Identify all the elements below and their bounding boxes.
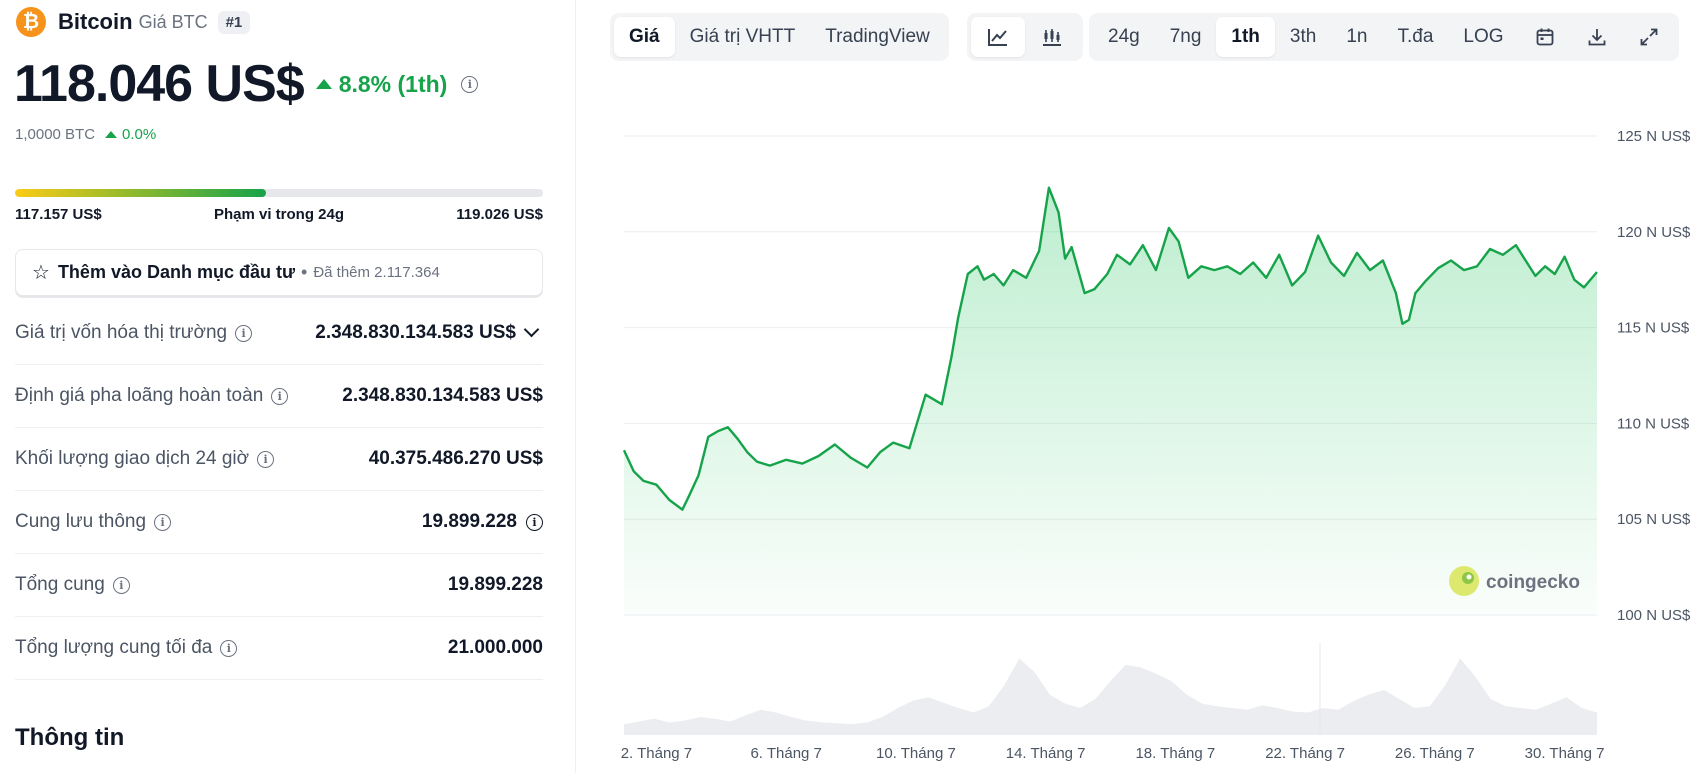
candlestick-icon[interactable] [1025,17,1079,57]
range-label: Phạm vi trong 24g [213,206,345,223]
separator-dot: • [301,262,308,282]
tab-range-7d[interactable]: 7ng [1169,26,1202,47]
range-high: 119.026 US$ [456,206,543,223]
info-icon[interactable]: i [112,576,130,594]
added-count: Đã thêm 2.117.364 [313,264,440,281]
info-icon[interactable]: i [271,387,289,405]
stat-value: 19.899.228 [447,574,543,595]
price-area-fill [624,187,1597,615]
y-tick-label: 115 N US$ [1617,320,1690,337]
calendar-icon[interactable] [1519,17,1571,57]
star-icon: ☆ [32,262,50,284]
watermark-text: coingecko [1486,572,1580,593]
volume-area [624,658,1597,735]
stat-row-fdv: Định giá pha loãng hoàn toàn i 2.348.830.… [15,365,543,428]
tab-market-cap[interactable]: Giá trị VHTT [689,26,796,47]
stats-list: Giá trị vốn hóa thị trường i 2.348.830.13… [15,302,543,680]
coin-overview-panel: ₿ Bitcoin Giá BTC #1 118.046 US$ 8.8% (1… [0,0,575,773]
x-tick-label: 2. Tháng 7 [621,745,692,762]
stat-row-max-supply: Tổng lượng cung tối đa i 21.000.000 [15,617,543,680]
coin-name: Bitcoin [58,9,133,34]
fullscreen-icon[interactable] [1623,17,1675,57]
y-tick-label: 100 N US$ [1617,607,1691,624]
add-to-portfolio-button[interactable]: ☆ Thêm vào Danh mục đầu tư • Đã thêm 2.1… [15,249,543,296]
stat-row-total-supply: Tổng cung i 19.899.228 [15,554,543,617]
coin-header: ₿ Bitcoin Giá BTC #1 [16,7,251,37]
chevron-down-icon[interactable] [523,321,540,337]
info-icon[interactable]: i [220,639,238,657]
price-line [622,186,1598,511]
current-price: 118.046 US$ [14,55,305,113]
caret-up-icon [105,131,118,138]
add-to-portfolio-label: Thêm vào Danh mục đầu tư [57,262,296,282]
y-tick-label: 125 N US$ [1617,128,1691,145]
coingecko-watermark: coingecko [1449,566,1580,596]
x-tick-label: 10. Tháng 7 [876,745,956,762]
stat-label: Tổng lượng cung tối đa [15,637,213,658]
info-icon[interactable]: i [257,450,275,468]
x-tick-label: 26. Tháng 7 [1395,745,1475,762]
price-row: 118.046 US$ 8.8% (1th) i [14,54,479,114]
stat-label: Tổng cung [15,574,105,595]
panel-divider [575,0,576,773]
price-chart[interactable]: 125 N US$ 120 N US$ 115 N US$ 110 N US$ 105 … [620,115,1701,765]
x-tick-label: 30. Tháng 7 [1525,745,1605,762]
info-icon[interactable]: i [235,324,253,342]
tab-range-1y[interactable]: 1n [1346,26,1368,47]
y-tick-label: 105 N US$ [1617,511,1691,528]
24h-range-fill [15,189,266,197]
info-icon[interactable]: i [461,75,479,93]
y-tick-label: 120 N US$ [1617,224,1691,241]
stat-label: Giá trị vốn hóa thị trường [15,322,228,343]
download-icon[interactable] [1571,17,1623,57]
range-low: 117.157 US$ [15,206,102,223]
btc-change: 0.0% [105,126,156,143]
x-tick-label: 6. Tháng 7 [750,745,821,762]
btc-change-label: 0.0% [122,126,157,143]
stat-label: Khối lượng giao dịch 24 giờ [15,448,250,469]
view-tabs: Giá Giá trị VHTT TradingView [610,13,949,61]
time-range-tabs: 24g 7ng 1th 3th 1n T.đa LOG [1089,13,1679,61]
tab-tradingview[interactable]: TradingView [825,26,930,47]
stat-value: 2.348.830.134.583 US$ [315,322,516,343]
stat-value: 2.348.830.134.583 US$ [342,385,543,406]
stat-value: 40.375.486.270 US$ [368,448,543,469]
stat-label: Định giá pha loãng hoàn toàn [15,385,264,406]
stat-label: Cung lưu thông [15,511,147,532]
tab-range-24h[interactable]: 24g [1108,26,1140,47]
tab-range-1m[interactable]: 1th [1216,17,1275,57]
stat-row-circulating-supply: Cung lưu thông i 19.899.228 i [15,491,543,554]
bitcoin-logo-icon: ₿ [16,7,46,37]
section-title-info: Thông tin [15,724,125,751]
stat-row-volume-24h: Khối lượng giao dịch 24 giờ i 40.375.486.… [15,428,543,491]
x-tick-label: 14. Tháng 7 [1006,745,1086,762]
tab-price[interactable]: Giá [614,17,675,57]
coin-subtitle: Giá BTC [138,11,208,32]
info-icon[interactable]: i [526,513,543,531]
y-tick-label: 110 N US$ [1617,415,1690,432]
stat-value: 21.000.000 [447,637,543,658]
stat-row-market-cap[interactable]: Giá trị vốn hóa thị trường i 2.348.830.13… [15,302,543,365]
rank-badge: #1 [217,10,251,34]
tab-range-log[interactable]: LOG [1463,26,1504,47]
x-tick-label: 18. Tháng 7 [1135,745,1215,762]
x-tick-label: 22. Tháng 7 [1265,745,1345,762]
price-change: 8.8% (1th) [315,70,448,98]
tab-range-3m[interactable]: 3th [1289,26,1317,47]
btc-amount: 1,0000 BTC [15,126,96,143]
24h-range-labels: 117.157 US$ Phạm vi trong 24g 119.026 US… [15,206,543,223]
line-chart-icon[interactable] [971,17,1025,57]
btc-price-row: 1,0000 BTC 0.0% [15,126,156,143]
info-icon[interactable]: i [154,513,172,531]
price-change-label: 8.8% (1th) [338,70,448,97]
stat-value: 19.899.228 [421,511,517,532]
caret-up-icon [315,79,332,89]
24h-range-bar [15,189,543,197]
chart-type-tabs [967,13,1083,61]
tab-range-max[interactable]: T.đa [1397,26,1434,47]
